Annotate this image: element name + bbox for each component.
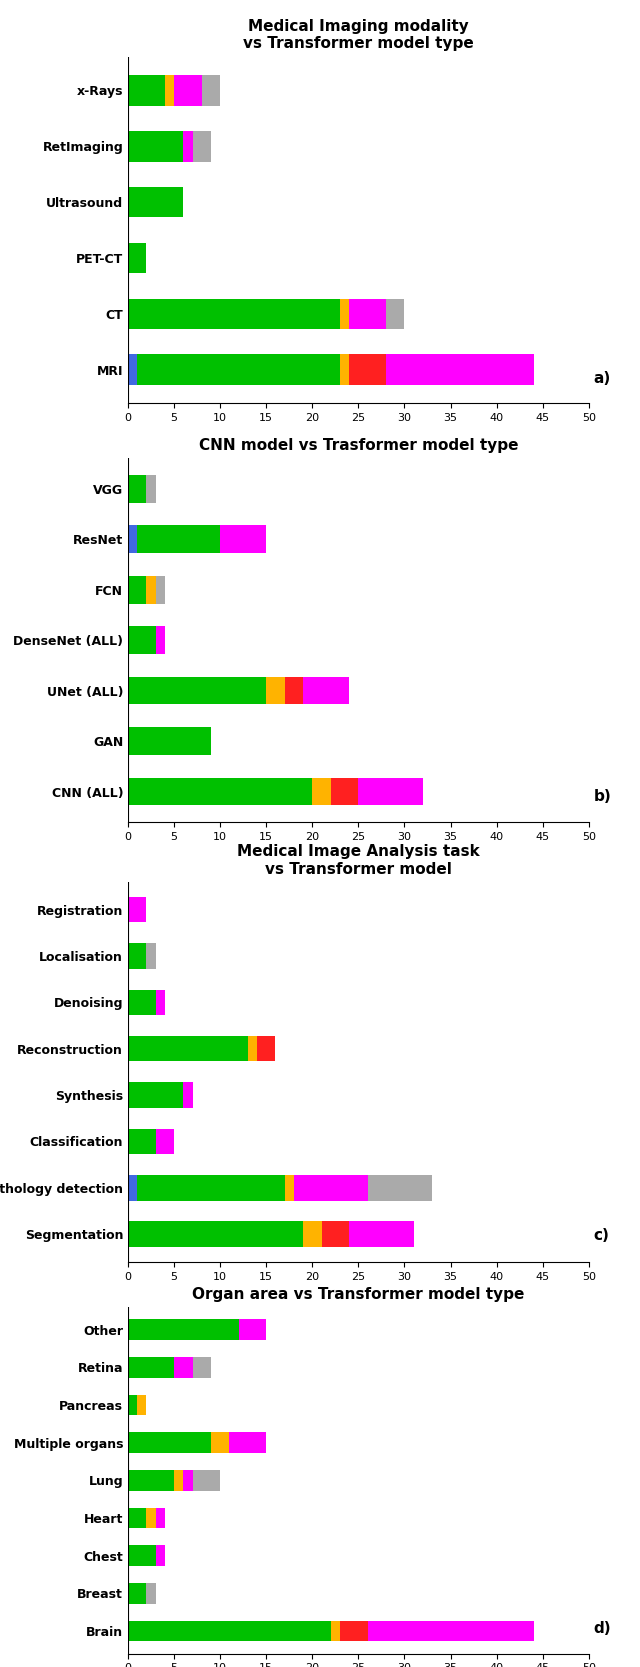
Bar [303,1222,321,1247]
Bar [156,1507,165,1529]
Bar [266,677,285,705]
Bar [128,1470,174,1490]
Text: a): a) [593,372,611,387]
Bar [128,243,147,273]
Bar [137,525,220,553]
Bar [137,1175,285,1200]
Bar [285,677,303,705]
Bar [128,1357,174,1377]
Bar [340,355,349,385]
Bar [128,1507,147,1529]
Bar [303,677,349,705]
Bar [128,575,147,603]
Bar [349,1222,413,1247]
Bar [128,130,183,162]
Bar [358,778,423,805]
Bar [193,1357,211,1377]
Bar [128,778,312,805]
Bar [331,1620,340,1642]
Bar [211,1432,229,1454]
Bar [128,1620,331,1642]
Title: Medical Imaging modality
vs Transformer model type: Medical Imaging modality vs Transformer … [243,18,474,52]
Bar [174,1357,193,1377]
Bar [331,778,358,805]
Bar [248,1035,257,1062]
Bar [128,1395,137,1415]
Bar [349,355,386,385]
Bar [128,187,183,217]
Bar [156,575,165,603]
Bar [156,627,165,653]
Bar [156,1129,174,1154]
Bar [128,475,147,502]
Bar [367,1620,534,1642]
Bar [312,778,331,805]
Text: b): b) [593,788,611,803]
Bar [128,677,266,705]
Bar [128,1175,137,1200]
Bar [128,1035,248,1062]
Bar [128,1319,239,1340]
Bar [239,1319,266,1340]
Bar [128,897,147,922]
Title: Medical Image Analysis task
vs Transformer model: Medical Image Analysis task vs Transform… [237,844,480,877]
Bar [165,75,174,105]
Bar [128,1129,156,1154]
Bar [128,75,165,105]
Bar [147,575,156,603]
Bar [147,475,156,502]
Legend: Attention, Self-Attention, Channel- & Spatial-Attention, Swin Transformer (ALL),: Attention, Self-Attention, Channel- & Sp… [133,588,490,625]
Bar [386,355,534,385]
Bar [193,130,211,162]
Text: d): d) [593,1622,611,1637]
Bar [183,130,193,162]
Bar [128,298,340,330]
Legend: Attention, Self-Attention, Channel- & Spatial-Attention, Swin Transformer (ALL),: Attention, Self-Attention, Channel- & Sp… [133,980,490,1017]
Bar [367,1175,432,1200]
Bar [128,355,137,385]
Bar [147,1507,156,1529]
Bar [156,990,165,1015]
Bar [147,944,156,969]
Bar [128,627,156,653]
Bar [183,1470,193,1490]
Bar [340,298,349,330]
Bar [257,1035,275,1062]
Bar [174,75,202,105]
Bar [220,525,266,553]
Bar [128,1222,303,1247]
Bar [137,1395,147,1415]
Bar [349,298,386,330]
Bar [285,1175,294,1200]
Bar [128,1432,211,1454]
Bar [183,1082,193,1109]
Bar [128,1584,147,1604]
Bar [202,75,220,105]
Title: Organ area vs Transformer model type: Organ area vs Transformer model type [192,1287,525,1302]
Bar [340,1620,367,1642]
Bar [128,525,137,553]
Bar [321,1222,349,1247]
Bar [386,298,404,330]
Text: c): c) [593,1229,609,1244]
Bar [229,1432,266,1454]
Bar [128,944,147,969]
Bar [137,355,340,385]
Bar [128,1545,156,1565]
Bar [128,727,211,755]
Legend: Attention, Self-Attention, Channel- & Spatial-Attention, Swin Transformer (ALL),: Attention, Self-Attention, Channel- & Sp… [133,1412,490,1449]
Bar [156,1545,165,1565]
Bar [193,1470,220,1490]
Bar [147,1584,156,1604]
Bar [174,1470,183,1490]
Bar [294,1175,367,1200]
Bar [128,990,156,1015]
Title: CNN model vs Trasformer model type: CNN model vs Trasformer model type [198,438,518,453]
Bar [128,1082,183,1109]
